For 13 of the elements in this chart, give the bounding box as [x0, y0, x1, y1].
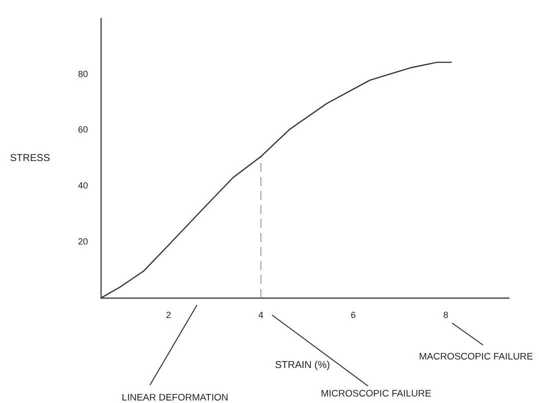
x-tick-label: 6: [350, 310, 356, 320]
text: LINEAR DEFORMATION: [122, 392, 228, 403]
x-tick-label: 8: [443, 310, 448, 320]
x-tick-label: 2: [166, 310, 171, 320]
y-tick-label: 40: [78, 180, 88, 191]
x-tick-label: 4: [258, 310, 264, 320]
text: MICROSCOPIC FAILURE: [320, 388, 432, 400]
y-axis-title: STRESS: [10, 152, 50, 164]
y-tick-label: 80: [78, 68, 88, 79]
x-axis-title: STRAIN (%): [274, 360, 330, 371]
y-tick-label: 60: [78, 124, 88, 135]
y-tick-label: 20: [78, 236, 88, 247]
text: MACROSCOPIC FAILURE: [418, 352, 534, 363]
